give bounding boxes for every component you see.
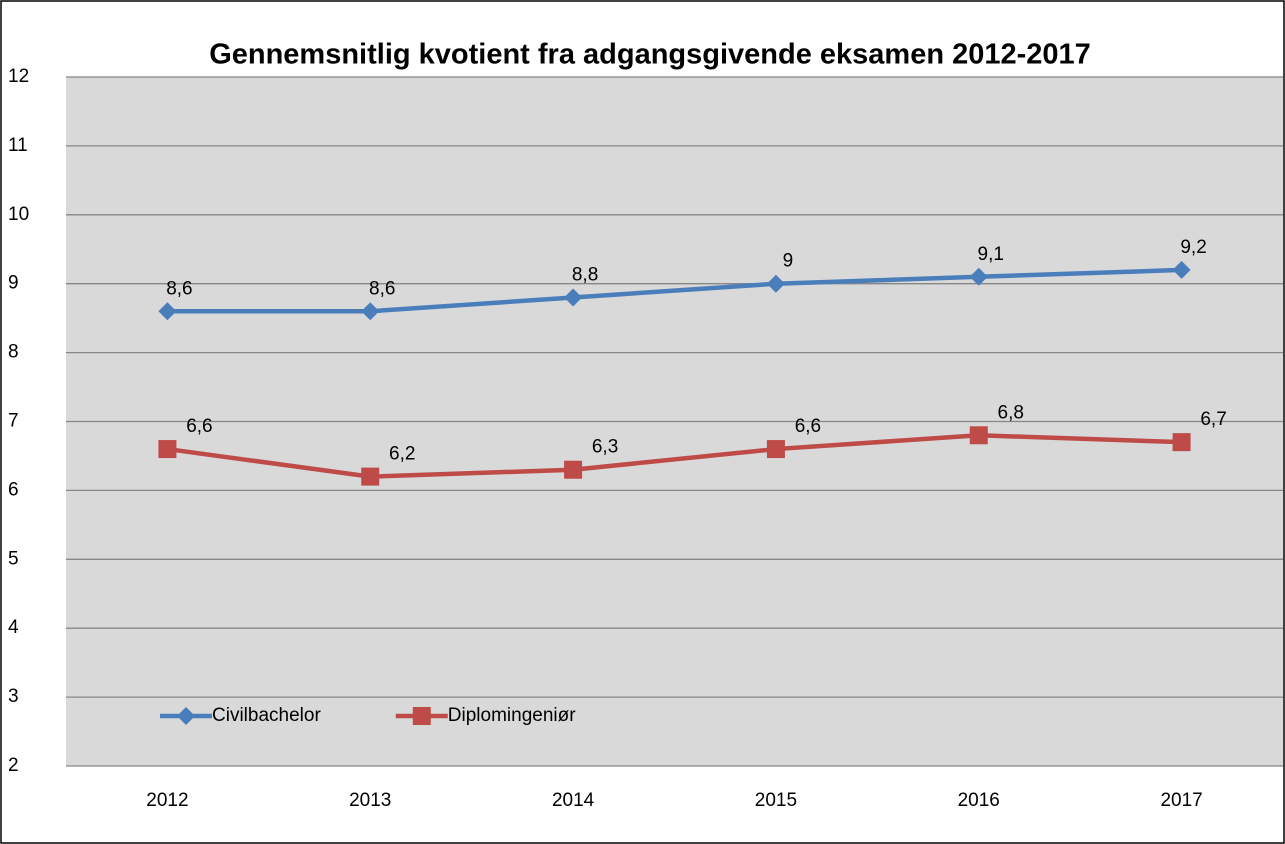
y-tick-label: 11 xyxy=(8,135,28,156)
data-label: 6,7 xyxy=(1200,409,1226,430)
marker xyxy=(361,467,380,486)
marker xyxy=(361,302,380,321)
x-tick-label: 2013 xyxy=(349,790,391,811)
data-label: 6,2 xyxy=(389,444,415,465)
marker xyxy=(766,440,785,459)
marker xyxy=(158,440,177,459)
marker xyxy=(1172,433,1191,452)
marker xyxy=(766,274,785,293)
data-label: 6,6 xyxy=(186,416,212,437)
data-label: 8,8 xyxy=(572,264,598,285)
marker xyxy=(564,288,583,307)
y-tick-label: 9 xyxy=(8,273,19,294)
x-tick-label: 2015 xyxy=(755,790,797,811)
data-label: 6,3 xyxy=(592,437,618,458)
x-tick-label: 2017 xyxy=(1160,790,1202,811)
data-label: 9,2 xyxy=(1180,237,1206,258)
legend-marker xyxy=(412,707,431,725)
data-label: 6,8 xyxy=(998,402,1024,423)
x-tick-label: 2012 xyxy=(146,790,188,811)
marker xyxy=(564,460,583,479)
marker xyxy=(969,426,988,445)
chart-title: Gennemsnitlig kvotient fra adgangsgivend… xyxy=(209,39,1091,71)
y-tick-label: 2 xyxy=(8,755,19,776)
data-label: 9,1 xyxy=(978,244,1004,265)
y-tick-label: 10 xyxy=(8,204,29,225)
data-label: 8,6 xyxy=(369,278,395,299)
y-tick-label: 7 xyxy=(8,411,19,432)
data-label: 6,6 xyxy=(795,416,821,437)
x-tick-label: 2014 xyxy=(552,790,595,811)
marker xyxy=(158,302,177,321)
x-tick-label: 2016 xyxy=(958,790,1000,811)
legend-label: Diplomingeniør xyxy=(448,705,576,726)
data-label: 9 xyxy=(783,251,794,272)
y-tick-label: 3 xyxy=(8,686,19,707)
series-line xyxy=(167,433,1182,479)
marker xyxy=(1172,260,1191,279)
y-tick-label: 12 xyxy=(8,66,29,87)
y-tick-label: 5 xyxy=(8,548,19,569)
y-tick-label: 4 xyxy=(8,617,19,638)
data-label: 8,6 xyxy=(166,278,192,299)
legend-marker xyxy=(177,707,195,725)
series-line xyxy=(167,267,1182,314)
y-tick-label: 6 xyxy=(8,479,19,500)
y-tick-label: 8 xyxy=(8,342,19,363)
marker xyxy=(969,267,988,286)
legend-label: Civilbachelor xyxy=(212,705,321,726)
